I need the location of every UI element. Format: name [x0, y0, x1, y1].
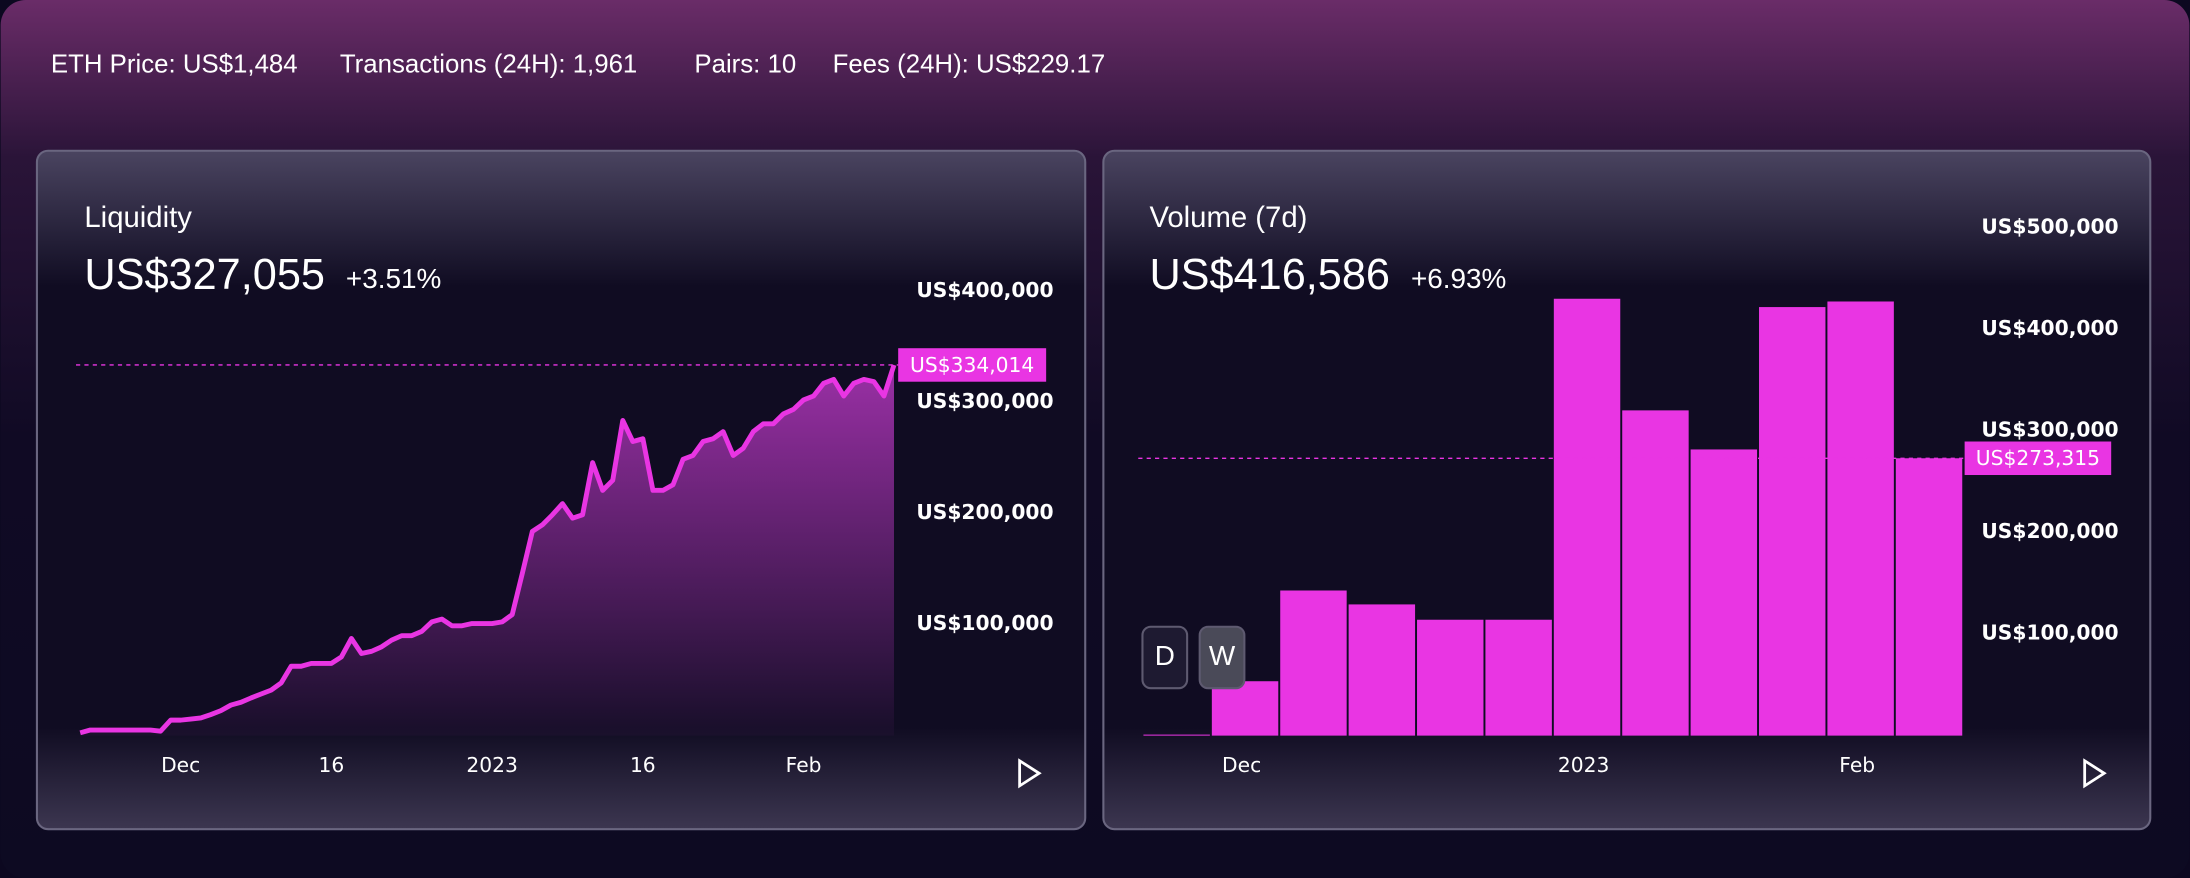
header-stat: Fees (24H): US$229.17 — [833, 50, 1106, 78]
x-tick-label: 2023 — [466, 753, 518, 777]
x-tick-label: 16 — [318, 753, 344, 777]
interval-button[interactable] — [1141, 625, 1189, 690]
header-stat: ETH Price: US$1,484 — [51, 50, 298, 78]
volume-bar — [1759, 307, 1826, 736]
volume-bar — [1485, 619, 1552, 736]
y-tick-label: US$200,000 — [916, 500, 1053, 524]
current-value-box — [1964, 441, 2112, 476]
volume-bar — [1553, 298, 1621, 736]
y-tick-label: US$300,000 — [1981, 418, 2118, 442]
x-tick-label: 16 — [630, 753, 656, 777]
liquidity-line — [79, 364, 897, 736]
header-stat: Transactions (24H): 1,961 — [340, 50, 637, 78]
y-tick-label: US$500,000 — [1981, 215, 2118, 239]
x-tick-label: Feb — [1839, 753, 1875, 777]
change-percent: +3.51% — [346, 263, 441, 294]
volume-bar — [1417, 619, 1484, 736]
headline-value: US$416,586 — [1149, 251, 1390, 299]
interval-button[interactable] — [1198, 625, 1246, 690]
headline-value: US$327,055 — [84, 251, 325, 299]
play-button[interactable] — [1018, 758, 1042, 789]
current-value-box — [898, 348, 1047, 382]
header-stat: Pairs: 10 — [694, 50, 796, 78]
volume-bar — [1211, 681, 1279, 736]
volume-bar — [1348, 604, 1416, 736]
volume-bar — [1895, 458, 1963, 736]
volume-bar — [1622, 410, 1689, 736]
y-tick-label: US$100,000 — [1981, 621, 2118, 645]
interval-button-label[interactable]: W — [1209, 640, 1236, 671]
y-tick-label: US$100,000 — [916, 611, 1053, 635]
volume-bar — [1280, 590, 1347, 736]
y-tick-label: US$400,000 — [916, 278, 1053, 302]
interval-button-label[interactable]: D — [1155, 640, 1175, 671]
chart-title: Liquidity — [84, 201, 192, 234]
play-button[interactable] — [2083, 758, 2107, 789]
y-tick-label: US$200,000 — [1981, 519, 2118, 543]
volume-bar — [1690, 449, 1758, 736]
x-tick-label: Feb — [786, 753, 822, 777]
chart-title: Volume (7d) — [1149, 201, 1307, 234]
x-tick-label: Dec — [161, 753, 200, 777]
x-tick-label: Dec — [1222, 753, 1261, 777]
y-tick-label: US$300,000 — [916, 389, 1053, 413]
y-tick-label: US$400,000 — [1981, 316, 2118, 340]
x-tick-label: 2023 — [1558, 753, 1610, 777]
current-value-label: US$334,014 — [910, 353, 1034, 377]
current-value-label: US$273,315 — [1976, 446, 2100, 470]
change-percent: +6.93% — [1411, 263, 1506, 294]
volume-bar — [1143, 734, 1210, 736]
volume-bar — [1827, 301, 1894, 736]
